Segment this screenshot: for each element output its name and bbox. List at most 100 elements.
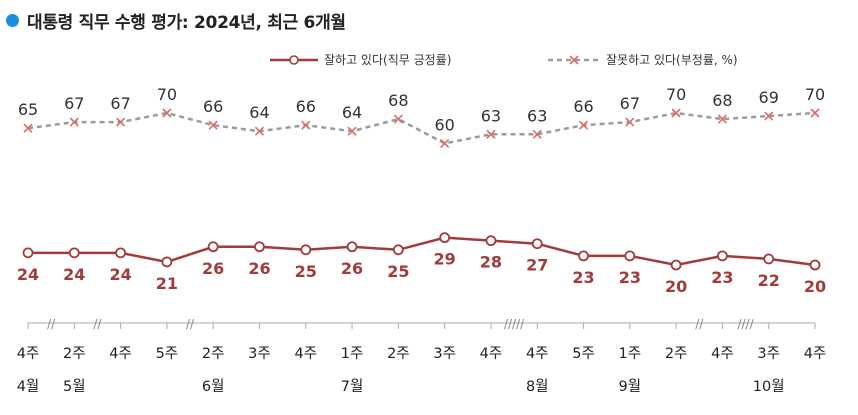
disapprove-series: 65 67 67 70 66 64 66 64 68 60 63 63 66 67 70 68 69 70 <box>18 85 825 148</box>
approve-point-marker-icon <box>717 250 728 262</box>
approve-data-label: 29 <box>434 250 456 269</box>
approve-data-label: 20 <box>665 277 687 296</box>
disapprove-point-marker-icon <box>532 129 542 139</box>
disapprove-data-label: 68 <box>712 91 732 110</box>
approve-point-marker-icon <box>531 238 543 250</box>
approve-point-marker-icon <box>300 244 312 256</box>
disapprove-data-label: 68 <box>388 91 408 110</box>
approve-data-label: 24 <box>109 265 131 284</box>
approve-data-label: 24 <box>17 265 39 284</box>
disapprove-data-label: 69 <box>759 88 779 107</box>
disapprove-point-marker-icon <box>347 126 357 136</box>
disapprove-data-label: 70 <box>805 85 825 104</box>
disapprove-point-marker-icon <box>810 108 820 118</box>
approve-data-label: 25 <box>295 262 317 281</box>
disapprove-point-marker-icon <box>208 120 218 130</box>
legend-approve-marker-icon <box>289 55 299 65</box>
approve-point-marker-icon <box>22 247 34 259</box>
x-month-label: 9월 <box>619 378 642 395</box>
x-month-label: 4월 <box>17 378 40 395</box>
legend-approve-label: 잘하고 있다(직무 긍정률) <box>324 53 451 67</box>
disapprove-data-label: 66 <box>203 97 223 116</box>
disapprove-point-marker-icon <box>116 117 126 127</box>
approve-point-marker-icon <box>207 241 219 253</box>
axis-break-mark: // <box>47 317 56 331</box>
x-axis-week-labels: 4주 2주 4주 5주 2주 3주 4주 1주 2주 3주 4주 4주 5주 1주 2주 4주 3주 4주 <box>17 346 827 362</box>
x-tick-label: 4주 <box>17 346 40 362</box>
axis-break-mark: // <box>695 317 704 331</box>
legend-disapprove-marker-icon <box>569 55 579 65</box>
approve-point-marker-icon <box>161 256 173 268</box>
disapprove-point-marker-icon <box>717 114 727 124</box>
x-month-label: 10월 <box>753 378 785 395</box>
x-axis-breaks: ///////////////// <box>47 317 755 331</box>
disapprove-point-marker-icon <box>671 108 681 118</box>
x-month-label: 7월 <box>341 378 364 395</box>
disapprove-point-marker-icon <box>393 114 403 124</box>
disapprove-data-label: 60 <box>434 115 454 134</box>
legend-disapprove-label: 잘못하고 있다(부정률, %) <box>606 53 738 67</box>
approve-point-marker-icon <box>346 241 358 253</box>
approve-point-marker-icon <box>578 250 589 262</box>
title-marker-icon <box>6 13 19 27</box>
x-tick-label: 4주 <box>804 346 827 362</box>
approve-point-marker-icon <box>254 241 265 253</box>
axis-break-mark: // <box>186 317 195 331</box>
x-tick-label: 4주 <box>711 346 734 362</box>
x-month-label: 5월 <box>63 378 86 395</box>
disapprove-data-label: 66 <box>296 97 316 116</box>
x-tick-label: 1주 <box>619 346 642 362</box>
chart-title: 대통령 직무 수행 평가: 2024년, 최근 6개월 <box>27 12 346 33</box>
x-tick-label: 2주 <box>63 346 86 362</box>
disapprove-point-marker-icon <box>578 120 589 130</box>
approve-data-label: 21 <box>156 274 178 293</box>
approve-data-label: 23 <box>711 268 733 287</box>
approve-data-label: 24 <box>63 265 85 284</box>
approve-data-label: 20 <box>804 277 826 296</box>
disapprove-data-label: 67 <box>620 94 640 113</box>
disapprove-point-marker-icon <box>254 126 265 136</box>
approve-point-marker-icon <box>439 232 451 244</box>
disapprove-data-label: 70 <box>666 85 686 104</box>
x-tick-label: 3주 <box>757 346 780 362</box>
disapprove-point-marker-icon <box>486 129 496 139</box>
disapprove-data-label: 63 <box>481 106 501 125</box>
x-axis-ticks <box>27 323 816 329</box>
x-axis-month-labels: 4월 5월 6월 7월 8월 9월 10월 <box>17 378 785 395</box>
x-tick-label: 4주 <box>294 346 317 362</box>
x-tick-label: 4주 <box>480 346 503 362</box>
disapprove-point-marker-icon <box>69 117 79 127</box>
chart-header: 대통령 직무 수행 평가: 2024년, 최근 6개월 <box>6 8 346 33</box>
x-tick-label: 5주 <box>572 346 595 362</box>
disapprove-data-label: 66 <box>573 97 593 116</box>
x-tick-label: 3주 <box>248 346 271 362</box>
disapprove-point-marker-icon <box>764 111 774 121</box>
approve-data-label: 25 <box>387 262 409 281</box>
disapprove-data-label: 64 <box>249 103 269 122</box>
disapprove-data-label: 70 <box>157 85 177 104</box>
disapprove-data-label: 64 <box>342 103 362 122</box>
axis-break-mark: ///// <box>504 317 525 331</box>
x-tick-label: 3주 <box>433 346 456 362</box>
disapprove-point-marker-icon <box>301 120 311 130</box>
approve-data-label: 23 <box>619 268 641 287</box>
disapprove-point-marker-icon <box>625 117 635 127</box>
x-tick-label: 2주 <box>387 346 410 362</box>
x-tick-label: 1주 <box>341 346 364 362</box>
approve-point-marker-icon <box>624 250 636 262</box>
disapprove-line <box>27 111 816 145</box>
approve-data-label: 27 <box>526 256 548 275</box>
disapprove-point-marker-icon <box>162 108 172 118</box>
disapprove-data-label: 67 <box>110 94 130 113</box>
axis-break-mark: // <box>93 317 102 331</box>
disapprove-point-marker-icon <box>440 138 450 148</box>
x-month-label: 6월 <box>202 378 225 395</box>
disapprove-data-label: 67 <box>64 94 84 113</box>
approve-point-marker-icon <box>68 247 80 259</box>
approve-series: 24 24 24 21 26 26 25 26 25 29 28 27 23 23 20 23 22 20 <box>17 232 826 296</box>
x-tick-label: 4주 <box>526 346 549 362</box>
approve-line <box>28 236 816 267</box>
approve-data-label: 26 <box>341 259 363 278</box>
approve-point-marker-icon <box>670 259 682 271</box>
